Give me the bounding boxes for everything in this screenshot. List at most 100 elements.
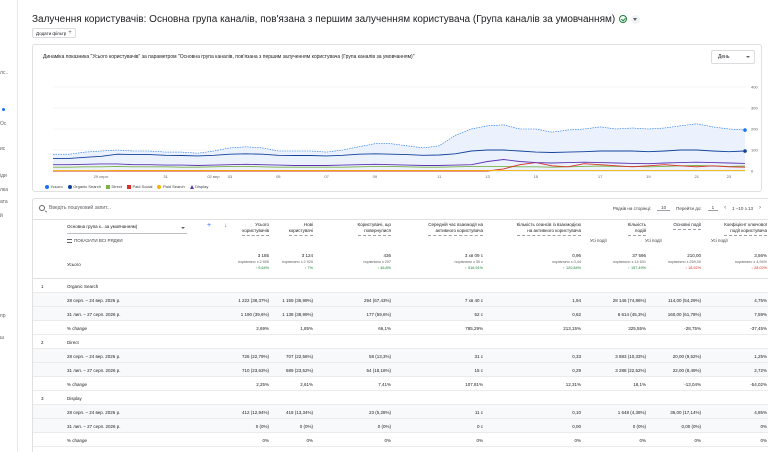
y-tick-label: 400 bbox=[751, 85, 758, 90]
goto-input[interactable]: 1 bbox=[707, 205, 719, 211]
column-header-line2: користувачів bbox=[242, 228, 269, 233]
check-circle-icon bbox=[619, 15, 628, 23]
table-row[interactable]: % change 2,69% 1,85% 66,1% 785,29% 213,15% 325… bbox=[33, 321, 768, 335]
table-search[interactable]: Введіть пошуковий запит... bbox=[39, 205, 111, 211]
row-label: 28 серп. – 24 вер. 2026 р. bbox=[67, 353, 121, 359]
event-filter-select[interactable]: Усі події bbox=[590, 238, 607, 243]
pagination: Рядків на сторінці: 10 Перейти до: 1 ‹ 1… bbox=[613, 205, 761, 211]
chart-legend: Усього Organic Search Direct Paid Social Pai… bbox=[45, 184, 208, 189]
line-chart[interactable]: 0 100 200 300 400 29 серп. 31 02 вер. 03 05 07 09 11… bbox=[33, 45, 763, 193]
table-cell: 325,55% bbox=[628, 325, 646, 331]
rail-item[interactable]: пр bbox=[0, 313, 6, 319]
rail-item[interactable]: ис bbox=[0, 146, 6, 152]
column-header[interactable]: Кількість подій bbox=[627, 222, 646, 236]
table-row[interactable]: 31 лип. – 27 серп. 2026 р. 1 190 (39,6%) 1… bbox=[33, 307, 768, 321]
series-line-3[interactable] bbox=[53, 162, 746, 172]
rail-item[interactable]: лс.. bbox=[0, 70, 9, 76]
column-header[interactable]: Нові користувачі bbox=[288, 222, 313, 236]
table-cell: 0 (0%) bbox=[632, 423, 646, 429]
legend-item[interactable]: Display bbox=[189, 184, 208, 189]
chevron-down-icon[interactable] bbox=[631, 14, 641, 24]
table-cell: -13,04% bbox=[684, 381, 701, 387]
legend-label: Organic Search bbox=[73, 184, 101, 189]
column-header-line2: користувачі bbox=[288, 228, 313, 233]
table-row[interactable]: 28 серп. – 24 вер. 2026 р. 1 222 (38,37%)… bbox=[33, 293, 768, 307]
total-comparison: порівняно з 2 920 bbox=[282, 260, 313, 264]
table-cell: 726 (22,79%) bbox=[241, 353, 269, 359]
column-header[interactable]: Кількість сеансів із взаємодією на активн… bbox=[516, 222, 581, 236]
legend-swatch bbox=[157, 184, 162, 189]
total-change: ↑ 9,64% bbox=[255, 266, 269, 270]
series-line-0[interactable] bbox=[53, 123, 746, 155]
series-line-1[interactable] bbox=[53, 149, 746, 159]
column-total: 37 596 порівняно з 14 601 ↑ 157,49% bbox=[613, 253, 646, 271]
table-cell: 31 с bbox=[474, 353, 483, 359]
table-cell: 58 (13,3%) bbox=[368, 353, 391, 359]
table-row[interactable]: % change 2,25% 2,61% 7,41% 107,81% 12,31% 18,1… bbox=[33, 377, 768, 391]
column-total: 3,56% порівняно з 4,94% ↓ 28,02% bbox=[735, 253, 767, 271]
column-header[interactable]: Користувачі, що повернулися bbox=[357, 222, 391, 236]
x-tick-label: 29 серп. bbox=[94, 174, 109, 179]
table-group-row[interactable]: 4Paid Social bbox=[33, 447, 768, 452]
legend-label: Paid Search bbox=[162, 184, 185, 189]
table-cell: 7,41% bbox=[378, 381, 391, 387]
dimension-select[interactable]: Основна група к...за умовчанням) bbox=[67, 224, 187, 234]
rail-item[interactable]: й bbox=[0, 213, 3, 219]
rail-item[interactable]: Ос bbox=[0, 121, 7, 127]
x-tick-label: 21 bbox=[694, 174, 699, 179]
total-change: ↓ 28,02% bbox=[751, 266, 767, 270]
column-header-line1: Усього bbox=[255, 222, 269, 227]
legend-item[interactable]: Усього bbox=[45, 184, 63, 189]
legend-label: Paid Social bbox=[132, 184, 153, 189]
table-cell: 4,85% bbox=[754, 409, 767, 415]
column-header[interactable]: Основні події bbox=[673, 222, 701, 230]
prev-page-icon[interactable]: ‹ bbox=[724, 205, 727, 211]
rail-item[interactable]: ата bbox=[0, 199, 8, 205]
table-row[interactable]: 28 серп. – 24 вер. 2026 р. 412 (12,94%) 41… bbox=[33, 405, 768, 419]
event-filter-select[interactable]: Усі події bbox=[645, 238, 662, 243]
rail-item[interactable]: лка bbox=[0, 187, 8, 193]
interval-select[interactable]: День bbox=[711, 50, 755, 64]
left-nav-rail: лс.. Ос ис іди лка ата й пр ш bbox=[0, 0, 18, 452]
table-row[interactable]: % change 0% 0% 0% 0% 0% 0% 0% 0% bbox=[33, 433, 768, 447]
column-header[interactable]: Усього користувачів bbox=[242, 222, 269, 236]
search-input[interactable]: Введіть пошуковий запит... bbox=[49, 205, 112, 211]
event-filter-select[interactable]: Усі події bbox=[711, 238, 728, 243]
table-cell: 0 с bbox=[476, 423, 483, 429]
table-cell: 0% bbox=[476, 437, 483, 443]
table-group-row[interactable]: 1 Organic Search bbox=[33, 279, 768, 293]
table-cell: 418 (13,34%) bbox=[285, 409, 313, 415]
add-filter-button[interactable]: Додати фільтр + bbox=[32, 28, 76, 38]
series-end-point[interactable] bbox=[743, 128, 747, 132]
series-line-5[interactable] bbox=[53, 159, 746, 166]
row-label: 28 серп. – 24 вер. 2026 р. bbox=[67, 409, 121, 415]
total-comparison: порівняно з 14 601 bbox=[613, 260, 646, 264]
legend-swatch bbox=[189, 184, 194, 189]
rail-item[interactable]: іди bbox=[0, 173, 7, 179]
table-cell: 6 614 (45,3%) bbox=[617, 311, 646, 317]
table-cell: 0,00 bbox=[572, 423, 581, 429]
rows-per-page-select[interactable]: 10 bbox=[657, 205, 671, 211]
legend-item[interactable]: Organic Search bbox=[67, 184, 101, 189]
total-change: ↑ 157,49% bbox=[628, 266, 646, 270]
table-cell: 1,85% bbox=[300, 325, 313, 331]
legend-item[interactable]: Paid Search bbox=[157, 184, 185, 189]
rail-active-dot bbox=[2, 108, 5, 111]
series-end-point[interactable] bbox=[743, 149, 747, 153]
table-group-row[interactable]: 2 Direct bbox=[33, 335, 768, 349]
show-all-rows-button[interactable]: ПОКАЗАТИ ВСІ РЯДКИ bbox=[67, 238, 123, 243]
legend-item[interactable]: Paid Social bbox=[126, 184, 153, 189]
column-header[interactable]: Коефіцієнт ключової події користувача bbox=[724, 222, 767, 236]
table-group-row[interactable]: 3 Display bbox=[33, 391, 768, 405]
page-title: Залучення користувачів: Основна група ка… bbox=[32, 13, 616, 25]
rail-item[interactable]: ш bbox=[0, 335, 5, 341]
next-page-icon[interactable]: › bbox=[759, 205, 761, 211]
legend-item[interactable]: Direct bbox=[105, 184, 122, 189]
table-row[interactable]: 31 лип. – 27 серп. 2026 р. 710 (23,63%) 68… bbox=[33, 363, 768, 377]
sort-down-icon[interactable]: ↓ bbox=[224, 223, 227, 229]
add-dimension-plus-icon[interactable]: + bbox=[207, 222, 212, 229]
column-header[interactable]: Середній час взаємодії на активного корис… bbox=[428, 222, 483, 236]
column-total: 210,00 порівняно з 259,00 ↓ 18,92% bbox=[668, 253, 701, 271]
table-row[interactable]: 28 серп. – 24 вер. 2026 р. 726 (22,79%) 70… bbox=[33, 349, 768, 363]
table-row[interactable]: 31 лип. – 27 серп. 2026 р. 0 (0%) 0 (0%) 0 … bbox=[33, 419, 768, 433]
